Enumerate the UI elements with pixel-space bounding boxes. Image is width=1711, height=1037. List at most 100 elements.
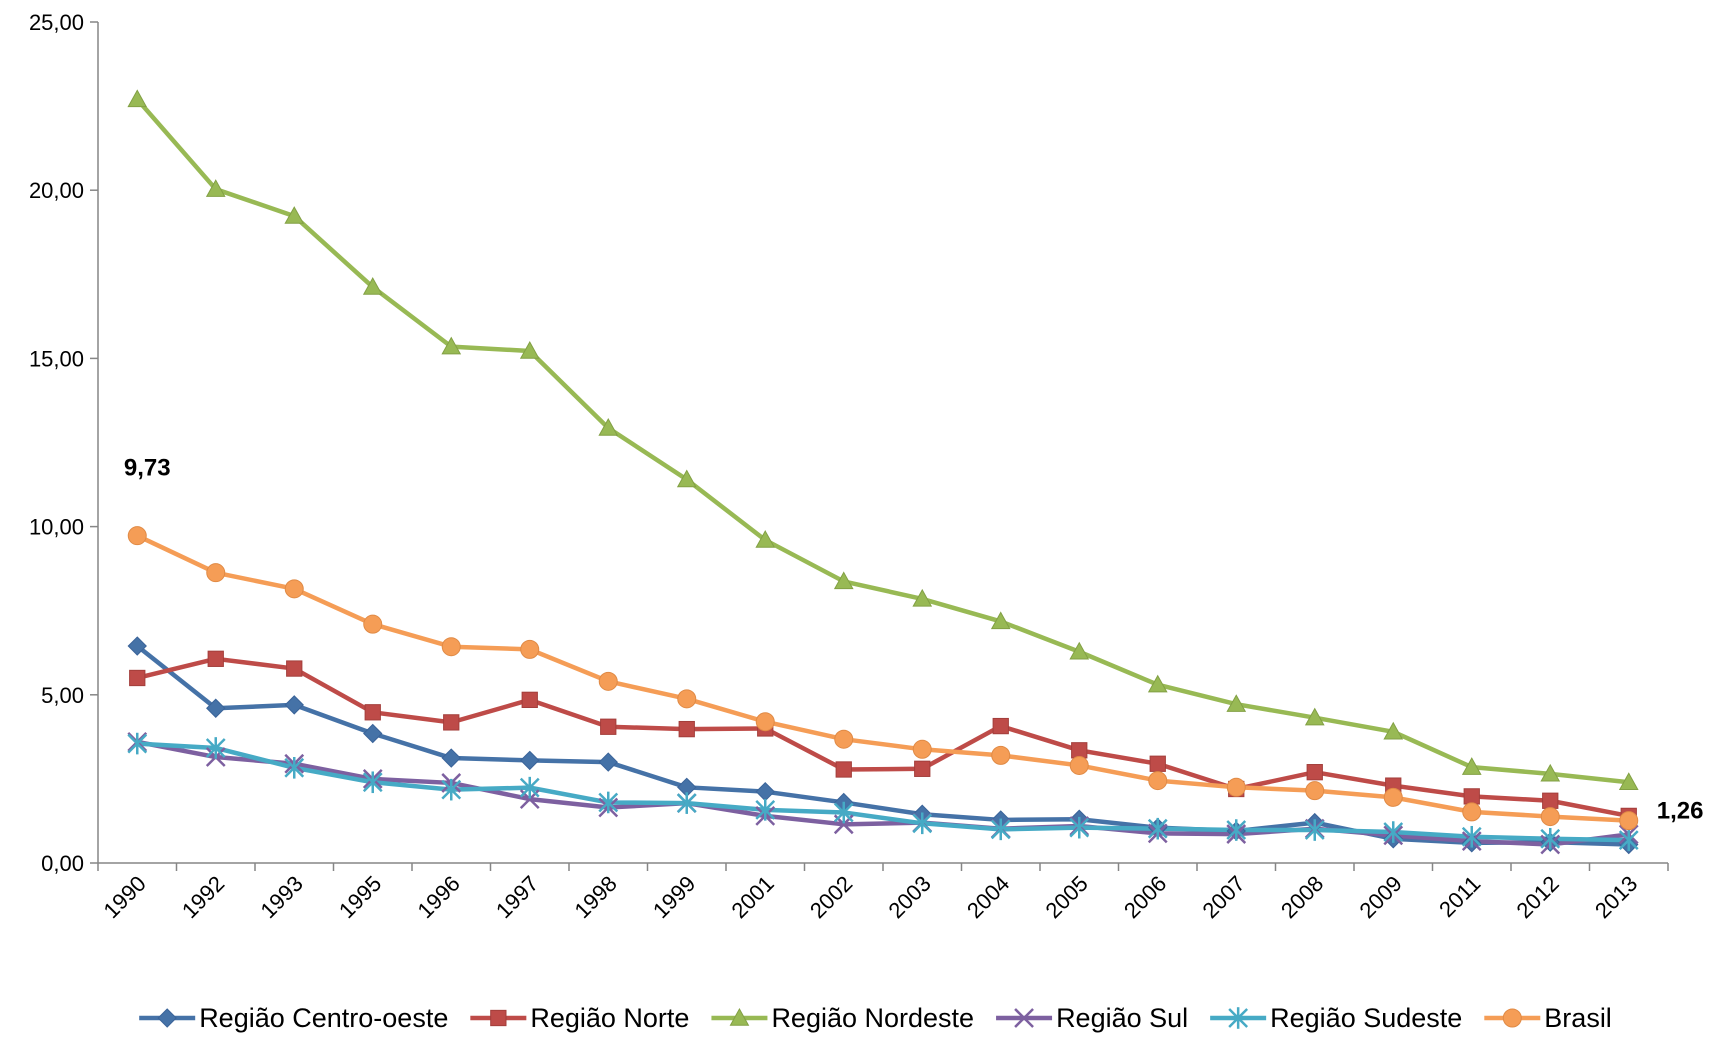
legend-item-regiao-centro-oeste: Região Centro-oeste [139, 1003, 448, 1033]
y-tick-label: 0,00 [41, 851, 84, 876]
data-point-brasil-1993 [284, 579, 304, 599]
data-point-regiao-norte-2003 [914, 760, 931, 777]
data-point-regiao-norte-1990 [129, 669, 146, 687]
legend-item-regiao-sul: Região Sul [996, 1003, 1188, 1033]
data-point-regiao-norte-2008 [1306, 764, 1323, 781]
x-tick-label: 2003 [883, 871, 935, 923]
data-point-brasil-1995 [363, 614, 383, 634]
legend-swatch-marker [1014, 1008, 1034, 1028]
data-point-regiao-sudeste-1998 [598, 791, 619, 814]
data-point-regiao-nordeste-1997 [519, 340, 540, 359]
data-point-regiao-sudeste-2004 [990, 818, 1011, 841]
data-point-regiao-sudeste-2001 [755, 799, 776, 821]
data-point-regiao-norte-2004 [992, 717, 1009, 735]
data-point-brasil-2009 [1383, 787, 1403, 807]
data-point-regiao-nordeste-2013 [1618, 772, 1639, 790]
x-tick-label: 1998 [569, 871, 621, 923]
data-point-regiao-norte-2011 [1463, 788, 1480, 805]
data-point-regiao-nordeste-2009 [1383, 721, 1404, 740]
data-point-regiao-nordeste-2005 [1069, 641, 1090, 660]
data-point-regiao-nordeste-2001 [755, 530, 776, 548]
data-point-regiao-centro-oeste-1998 [598, 752, 618, 772]
data-point-brasil-2008 [1305, 781, 1325, 801]
data-point-brasil-2006 [1148, 771, 1168, 791]
data-point-regiao-nordeste-2008 [1304, 707, 1325, 726]
legend-swatch-marker [1502, 1008, 1522, 1028]
x-tick-label: 2006 [1119, 871, 1171, 923]
data-label: 1,26 [1657, 798, 1704, 825]
series-line-regiao-nordeste [135, 97, 1631, 785]
series-line-regiao-sudeste [135, 741, 1631, 843]
data-point-regiao-nordeste-1998 [598, 418, 619, 436]
data-point-regiao-nordeste-1995 [362, 277, 383, 295]
data-point-brasil-1992 [206, 563, 226, 583]
data-point-regiao-sudeste-2006 [1147, 817, 1168, 840]
series-line-brasil [135, 533, 1631, 823]
data-point-regiao-sudeste-1990 [127, 732, 148, 755]
data-point-regiao-nordeste-2006 [1147, 674, 1168, 693]
data-point-regiao-norte-2012 [1542, 792, 1559, 809]
data-point-regiao-centro-oeste-1997 [520, 750, 540, 771]
data-point-brasil-2005 [1069, 755, 1089, 775]
data-point-regiao-sudeste-1999 [676, 792, 697, 814]
marker-stroke [1014, 1008, 1034, 1028]
data-point-regiao-nordeste-1993 [284, 206, 305, 224]
legend-item-regiao-norte: Região Norte [470, 1003, 689, 1033]
x-tick-label: 2011 [1434, 871, 1485, 922]
y-tick-label: 20,00 [29, 178, 84, 203]
x-tick-label: 2007 [1197, 871, 1249, 923]
data-point-regiao-norte-2002 [835, 761, 852, 778]
series-markers-regiao-nordeste [127, 89, 1639, 790]
data-point-brasil-1996 [441, 637, 461, 657]
data-point-regiao-nordeste-2012 [1540, 763, 1561, 782]
data-point-regiao-sudeste-2013 [1618, 829, 1639, 851]
x-tick-label: 2009 [1354, 871, 1406, 923]
data-point-regiao-sudeste-2005 [1069, 816, 1090, 839]
x-tick-label: 1992 [177, 871, 229, 923]
data-point-regiao-nordeste-2002 [833, 571, 854, 590]
data-point-brasil-2001 [755, 712, 775, 732]
legend-item-regiao-nordeste: Região Nordeste [711, 1003, 974, 1033]
data-point-regiao-norte-1993 [286, 660, 303, 677]
data-point-regiao-sudeste-1996 [441, 778, 462, 801]
data-point-brasil-2011 [1462, 802, 1482, 822]
data-point-brasil-1997 [520, 639, 540, 659]
data-point-regiao-norte-1998 [600, 718, 617, 735]
legend-swatch-marker [729, 1007, 750, 1026]
data-point-regiao-sudeste-2011 [1461, 825, 1482, 848]
data-point-brasil-1999 [677, 689, 697, 709]
data-point-regiao-nordeste-2011 [1461, 757, 1482, 775]
data-point-brasil-2002 [834, 729, 854, 749]
data-point-regiao-centro-oeste-1996 [441, 748, 461, 768]
data-point-regiao-norte-1992 [207, 650, 224, 667]
x-tick-label: 2004 [962, 871, 1014, 923]
data-point-regiao-nordeste-1992 [205, 179, 226, 197]
data-point-regiao-sudeste-2007 [1226, 819, 1247, 841]
legend-swatch-marker [1228, 1007, 1249, 1029]
x-tick-label: 1995 [334, 871, 386, 923]
data-point-regiao-norte-1996 [443, 714, 460, 731]
x-tick-label: 2012 [1511, 871, 1563, 923]
data-point-regiao-nordeste-1996 [441, 336, 462, 355]
data-point-brasil-1990 [127, 526, 147, 546]
data-point-brasil-2007 [1226, 777, 1246, 797]
axes: 0,00 5,00 10,00 15,00 20,00 25,00 1990 1992 1993… [29, 10, 1669, 923]
x-tick-label: 2002 [805, 871, 857, 923]
x-tick-label: 2005 [1040, 871, 1092, 923]
data-point-brasil-1998 [598, 671, 618, 691]
data-point-regiao-centro-oeste-2001 [755, 781, 775, 802]
data-point-regiao-norte-1999 [678, 720, 695, 738]
legend-item-label: Região Norte [530, 1003, 689, 1033]
data-point-regiao-sudeste-2009 [1383, 821, 1404, 843]
data-point-brasil-2013 [1619, 811, 1639, 831]
data-point-brasil-2012 [1540, 807, 1560, 827]
data-point-regiao-norte-1995 [364, 704, 381, 721]
data-point-brasil-2003 [912, 739, 932, 759]
legend-item-brasil: Brasil [1484, 1003, 1612, 1033]
x-tick-label: 1996 [412, 871, 464, 923]
data-point-regiao-sudeste-2012 [1540, 827, 1561, 850]
y-tick-label: 10,00 [29, 515, 84, 540]
data-point-regiao-norte-2006 [1149, 755, 1166, 772]
